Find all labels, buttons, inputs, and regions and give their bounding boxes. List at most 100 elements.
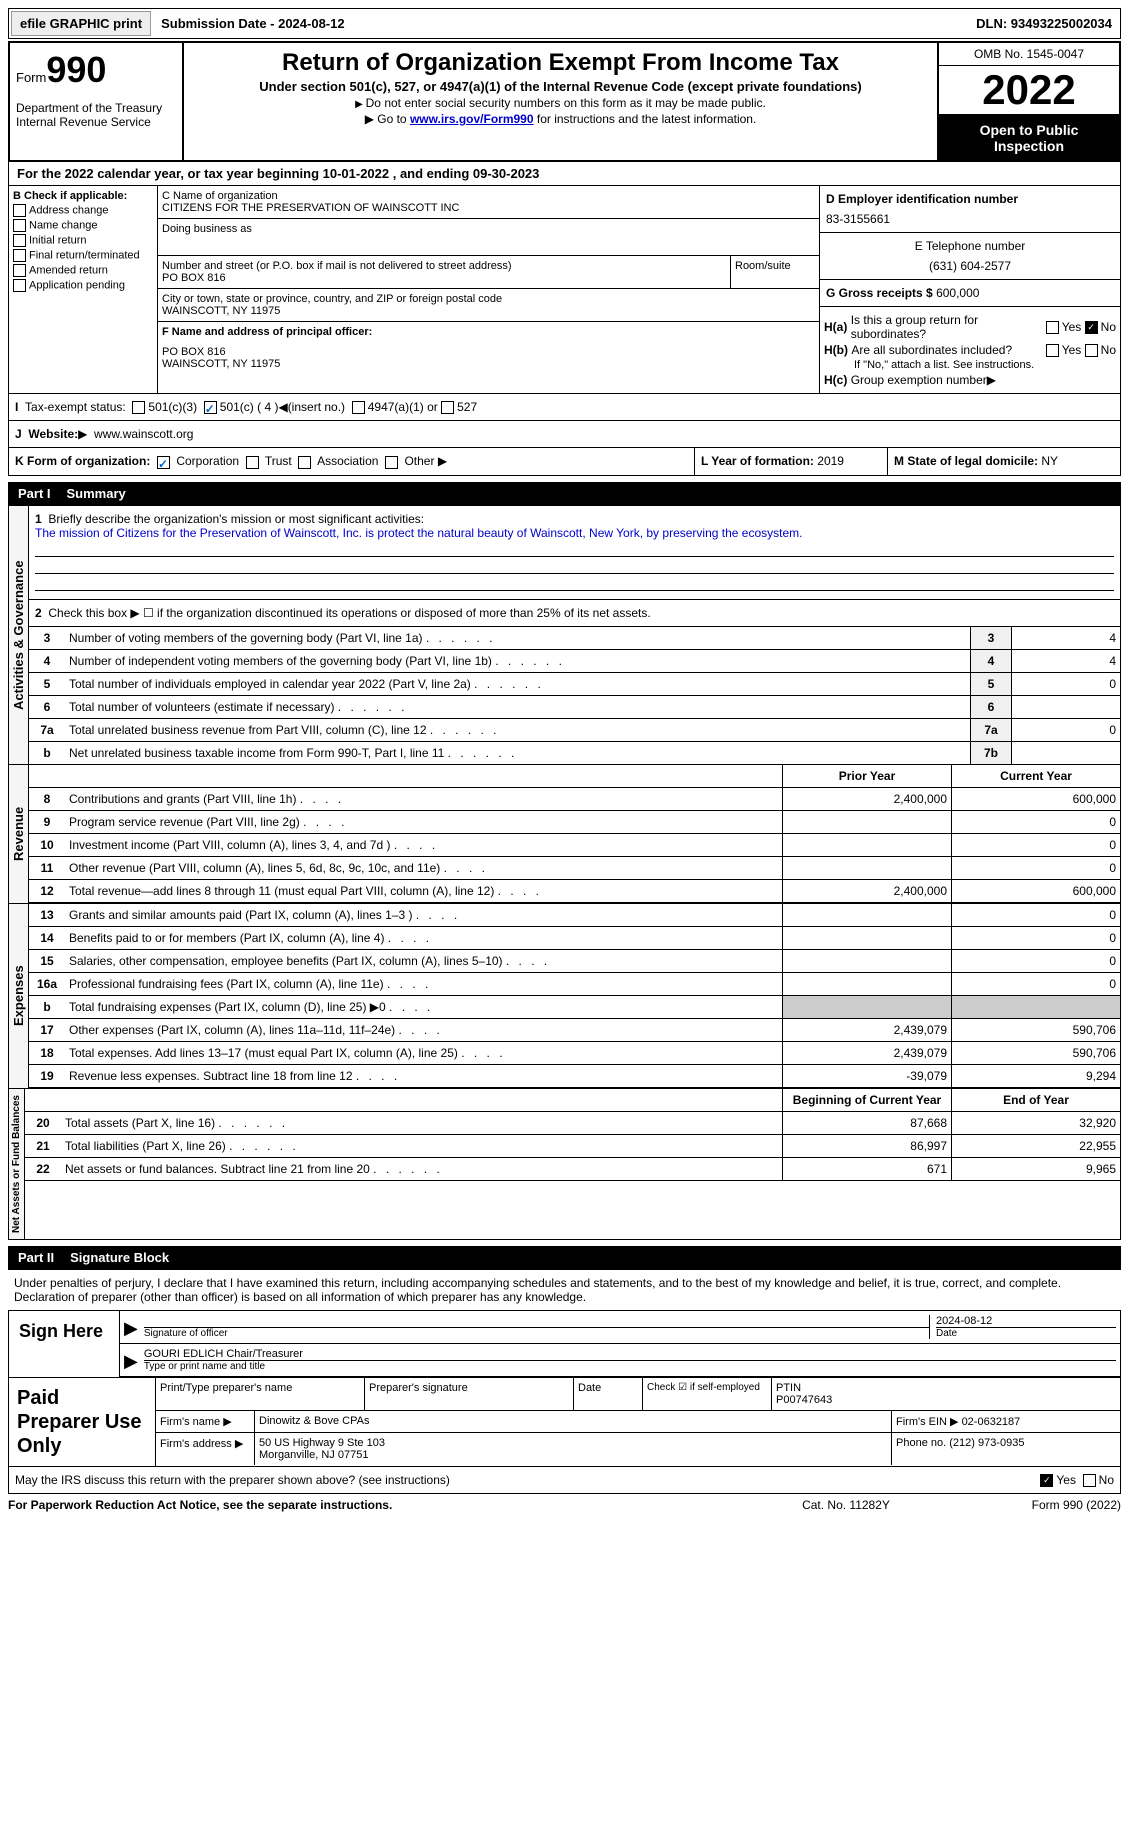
line-val: 0: [1011, 673, 1120, 695]
line-box: 4: [970, 650, 1011, 672]
line-label: Total number of individuals employed in …: [65, 673, 970, 695]
revenue-label: Revenue: [9, 765, 29, 903]
line-num: 4: [29, 650, 65, 672]
line-num: 7a: [29, 719, 65, 741]
form-label: Form: [16, 70, 46, 85]
line-num: 3: [29, 627, 65, 649]
section-a-tax-year: For the 2022 calendar year, or tax year …: [8, 162, 1121, 186]
line-num: 5: [29, 673, 65, 695]
checkbox-corp[interactable]: [157, 456, 170, 469]
phone-label: E Telephone number: [826, 239, 1114, 253]
curr-val: 590,706: [951, 1042, 1120, 1064]
prior-val: [782, 857, 951, 879]
line-label: Total fundraising expenses (Part IX, col…: [65, 996, 782, 1018]
hc-label: Group exemption number: [851, 373, 987, 387]
line-label: Total expenses. Add lines 13–17 (must eq…: [65, 1042, 782, 1064]
ha-no[interactable]: ✓: [1085, 321, 1098, 334]
line-num: 16a: [29, 973, 65, 995]
begin-year-header: Beginning of Current Year: [782, 1089, 951, 1111]
checkbox-final-return[interactable]: [13, 249, 26, 262]
city-label: City or town, state or province, country…: [162, 293, 815, 305]
line-label: Total liabilities (Part X, line 26) . . …: [61, 1135, 782, 1157]
curr-val: 0: [951, 857, 1120, 879]
checkbox-application-pending[interactable]: [13, 279, 26, 292]
line-label: Contributions and grants (Part VIII, lin…: [65, 788, 782, 810]
sign-here-label: Sign Here: [9, 1311, 120, 1377]
penalty-statement: Under penalties of perjury, I declare th…: [8, 1269, 1121, 1310]
prior-val: [782, 996, 951, 1018]
col-b-title: B Check if applicable:: [13, 190, 153, 202]
ha-yes[interactable]: [1046, 321, 1059, 334]
org-name-label: C Name of organization: [162, 190, 815, 202]
tax-status-row: I Tax-exempt status: 501(c)(3) 501(c) ( …: [8, 394, 1121, 421]
checkbox-address-change[interactable]: [13, 204, 26, 217]
prior-val: 86,997: [782, 1135, 951, 1157]
ein-value: 83-3155661: [826, 212, 1114, 226]
checkbox-4947[interactable]: [352, 401, 365, 414]
curr-val: 0: [951, 927, 1120, 949]
inspection-notice: Open to Public Inspection: [939, 116, 1119, 160]
line-val: 4: [1011, 627, 1120, 649]
line-num: b: [29, 742, 65, 764]
checkbox-initial-return[interactable]: [13, 234, 26, 247]
line-label: Revenue less expenses. Subtract line 18 …: [65, 1065, 782, 1087]
line-num: b: [29, 996, 65, 1018]
prior-val: 671: [782, 1158, 951, 1180]
checkbox-trust[interactable]: [246, 456, 259, 469]
checkbox-assoc[interactable]: [298, 456, 311, 469]
prior-val: -39,079: [782, 1065, 951, 1087]
sign-here-section: Sign Here ▶ Signature of officer 2024-08…: [8, 1310, 1121, 1378]
line-num: 17: [29, 1019, 65, 1041]
top-toolbar: efile GRAPHIC print Submission Date - 20…: [8, 8, 1121, 39]
q2-text: Check this box ▶ ☐ if the organization d…: [48, 606, 650, 620]
line-label: Salaries, other compensation, employee b…: [65, 950, 782, 972]
checkbox-name-change[interactable]: [13, 219, 26, 232]
line-num: 10: [29, 834, 65, 856]
curr-val: 600,000: [951, 880, 1120, 902]
curr-val: 32,920: [951, 1112, 1120, 1134]
form-number: 990: [46, 49, 106, 90]
line-label: Program service revenue (Part VIII, line…: [65, 811, 782, 833]
hb-no[interactable]: [1085, 344, 1098, 357]
line-label: Number of voting members of the governin…: [65, 627, 970, 649]
curr-val: 22,955: [951, 1135, 1120, 1157]
line-box: 7b: [970, 742, 1011, 764]
curr-val: 0: [951, 811, 1120, 833]
curr-val: 0: [951, 973, 1120, 995]
prior-val: [782, 811, 951, 833]
line-label: Investment income (Part VIII, column (A)…: [65, 834, 782, 856]
checkbox-501c[interactable]: [204, 401, 217, 414]
line-label: Total number of volunteers (estimate if …: [65, 696, 970, 718]
line-num: 18: [29, 1042, 65, 1064]
ein-label: D Employer identification number: [826, 192, 1114, 206]
irs-link[interactable]: www.irs.gov/Form990: [410, 112, 534, 126]
checkbox-501c3[interactable]: [132, 401, 145, 414]
part2-header: Part IISignature Block: [8, 1246, 1121, 1269]
checkbox-527[interactable]: [441, 401, 454, 414]
checkbox-amended[interactable]: [13, 264, 26, 277]
receipts-value: 600,000: [936, 286, 979, 300]
prior-year-header: Prior Year: [782, 765, 951, 787]
checkbox-other[interactable]: [385, 456, 398, 469]
hb-yes[interactable]: [1046, 344, 1059, 357]
website-row: J Website: ▶ www.wainscott.org: [8, 421, 1121, 448]
line-num: 15: [29, 950, 65, 972]
hb-label: Are all subordinates included?: [851, 343, 1039, 357]
line-label: Net assets or fund balances. Subtract li…: [61, 1158, 782, 1180]
discuss-no[interactable]: [1083, 1474, 1096, 1487]
instruction-link: ▶ Go to www.irs.gov/Form990 for instruct…: [194, 112, 927, 126]
end-year-header: End of Year: [951, 1089, 1120, 1111]
line-label: Benefits paid to or for members (Part IX…: [65, 927, 782, 949]
curr-val: 600,000: [951, 788, 1120, 810]
dba-label: Doing business as: [162, 223, 252, 235]
curr-val: 0: [951, 904, 1120, 926]
prior-val: 2,439,079: [782, 1042, 951, 1064]
line-label: Grants and similar amounts paid (Part IX…: [65, 904, 782, 926]
discuss-yes[interactable]: ✓: [1040, 1474, 1053, 1487]
line-label: Total revenue—add lines 8 through 11 (mu…: [65, 880, 782, 902]
efile-print-button[interactable]: efile GRAPHIC print: [11, 11, 151, 36]
street-value: PO BOX 816: [162, 272, 726, 284]
line-num: 22: [25, 1158, 61, 1180]
prior-val: [782, 904, 951, 926]
line-label: Total assets (Part X, line 16) . . . . .…: [61, 1112, 782, 1134]
